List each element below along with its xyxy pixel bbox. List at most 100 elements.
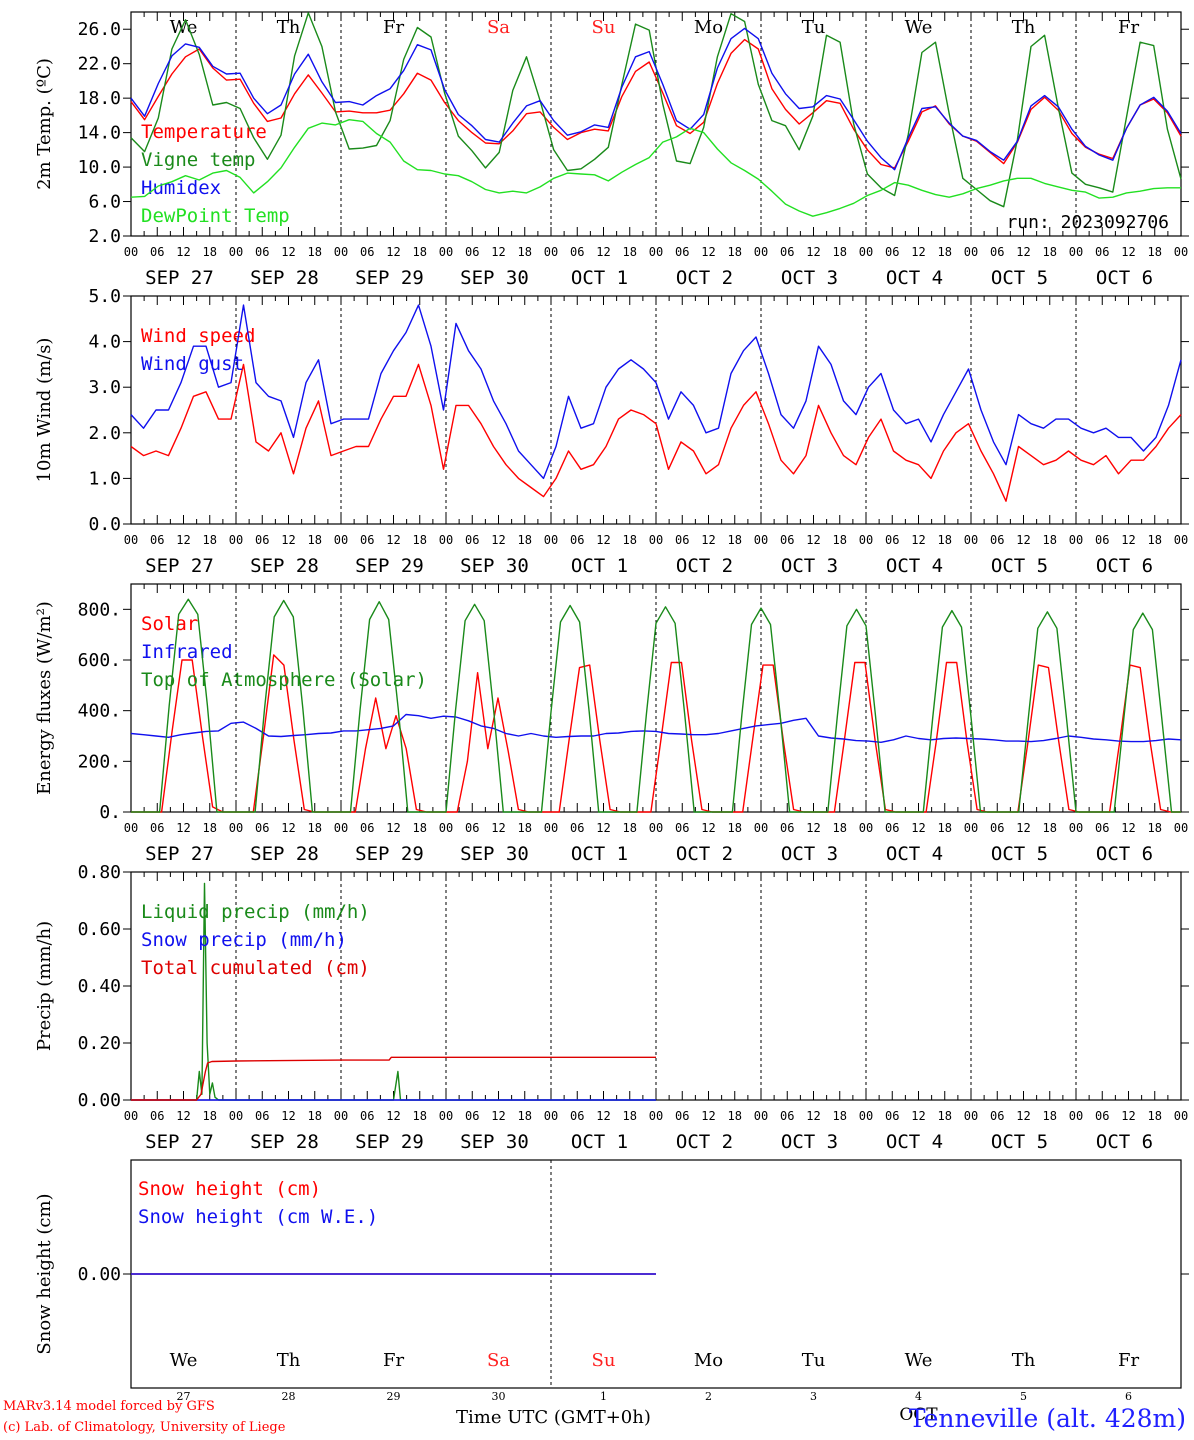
date-label: SEP 30: [460, 267, 529, 289]
hour-label: 12: [596, 821, 610, 835]
date-label: SEP 27: [145, 843, 214, 865]
date-label: OCT 5: [991, 555, 1048, 577]
hour-label: 12: [281, 821, 295, 835]
hour-label: 12: [596, 533, 610, 547]
day-number-label: 3: [810, 1390, 817, 1403]
day-number-label: 30: [492, 1390, 506, 1403]
hour-label: 06: [885, 1109, 899, 1123]
day-number-label: 4: [915, 1390, 922, 1403]
hour-label: 18: [1148, 245, 1162, 259]
day-number-label: 6: [1125, 1390, 1132, 1403]
hour-label: 18: [1148, 1109, 1162, 1123]
legend-entry: Infrared: [141, 641, 233, 663]
model-credit: MARv3.14 model forced by GFS: [3, 1399, 215, 1414]
date-label: OCT 5: [991, 843, 1048, 865]
hour-label: 12: [701, 245, 715, 259]
hour-label: 00: [544, 533, 558, 547]
hour-label: 06: [465, 245, 479, 259]
time-axis-title: Time UTC (GMT+0h): [456, 1407, 651, 1428]
hour-label: 06: [1095, 245, 1109, 259]
date-label: OCT 1: [571, 555, 628, 577]
date-label: OCT 5: [991, 267, 1048, 289]
day-number-label: 1: [600, 1390, 607, 1403]
day-of-week-label: Fr: [383, 1350, 404, 1371]
hour-label: 12: [491, 533, 505, 547]
hour-label: 06: [150, 1109, 164, 1123]
y-tick-label: 14.0: [78, 123, 121, 144]
hour-label: 00: [859, 821, 873, 835]
hour-label: 12: [176, 1109, 190, 1123]
y-tick-label: 800.: [78, 599, 121, 620]
hour-label: 06: [1095, 533, 1109, 547]
hour-label: 18: [518, 821, 532, 835]
date-label: OCT 1: [571, 843, 628, 865]
hour-label: 00: [964, 245, 978, 259]
date-label: SEP 29: [355, 555, 424, 577]
hour-label: 12: [701, 1109, 715, 1123]
hour-label: 18: [1148, 533, 1162, 547]
hour-label: 18: [308, 245, 322, 259]
day-number-label: 27: [177, 1390, 191, 1403]
hour-label: 12: [701, 821, 715, 835]
date-label: OCT 3: [781, 555, 838, 577]
hour-label: 12: [281, 533, 295, 547]
hour-label: 18: [833, 821, 847, 835]
hour-label: 18: [728, 821, 742, 835]
hour-label: 00: [124, 533, 138, 547]
hour-label: 18: [938, 821, 952, 835]
y-tick-label: 0.20: [78, 1033, 121, 1054]
hour-label: 12: [281, 245, 295, 259]
hour-label: 18: [518, 245, 532, 259]
hour-label: 06: [465, 1109, 479, 1123]
hour-label: 06: [990, 533, 1004, 547]
day-number-label: 5: [1020, 1390, 1027, 1403]
day-of-week-label: Tu: [802, 1350, 826, 1371]
legend-entry: DewPoint Temp: [141, 205, 290, 227]
hour-label: 18: [203, 1109, 217, 1123]
hour-label: 18: [833, 533, 847, 547]
hour-label: 12: [176, 245, 190, 259]
hour-label: 12: [386, 821, 400, 835]
day-of-week-label: Th: [1012, 1350, 1036, 1371]
hour-label: 00: [859, 245, 873, 259]
date-label: SEP 27: [145, 555, 214, 577]
hour-label: 06: [780, 1109, 794, 1123]
series-line: [131, 882, 656, 1101]
hour-label: 00: [229, 245, 243, 259]
legend-entry: Vigne temp: [141, 149, 255, 171]
hour-label: 12: [1121, 1109, 1135, 1123]
series-line: [131, 598, 1181, 813]
hour-label: 12: [806, 821, 820, 835]
legend-entry: Snow precip (mm/h): [141, 929, 347, 951]
hour-label: 06: [465, 533, 479, 547]
day-of-week-label: Th: [277, 1350, 301, 1371]
hour-label: 00: [229, 821, 243, 835]
date-label: OCT 2: [676, 1131, 733, 1153]
y-tick-label: 0.40: [78, 976, 121, 997]
hour-label: 18: [413, 533, 427, 547]
legend-entry: Total cumulated (cm): [141, 957, 370, 979]
hour-label: 18: [308, 821, 322, 835]
date-label: OCT 4: [886, 843, 943, 865]
hour-label: 06: [780, 533, 794, 547]
y-tick-label: 0.0: [88, 514, 121, 535]
date-label: OCT 4: [886, 267, 943, 289]
hour-label: 12: [911, 245, 925, 259]
series-line: [130, 38, 1182, 169]
hour-label: 00: [754, 245, 768, 259]
hour-label: 06: [150, 533, 164, 547]
date-label: OCT 1: [571, 267, 628, 289]
run-annotation: run: 2023092706: [1006, 212, 1169, 233]
legend-entry: Top of Atmosphere (Solar): [141, 669, 427, 691]
hour-label: 06: [885, 533, 899, 547]
hour-label: 12: [1016, 821, 1030, 835]
legend-entry: Snow height (cm W.E.): [138, 1206, 378, 1228]
hour-label: 00: [544, 1109, 558, 1123]
day-of-week-label: Tu: [802, 17, 826, 38]
hour-label: 00: [1174, 821, 1188, 835]
hour-label: 12: [1016, 245, 1030, 259]
hour-label: 12: [491, 1109, 505, 1123]
legend-entry: Wind speed: [141, 325, 255, 347]
hour-label: 12: [596, 245, 610, 259]
date-label: SEP 28: [250, 267, 319, 289]
